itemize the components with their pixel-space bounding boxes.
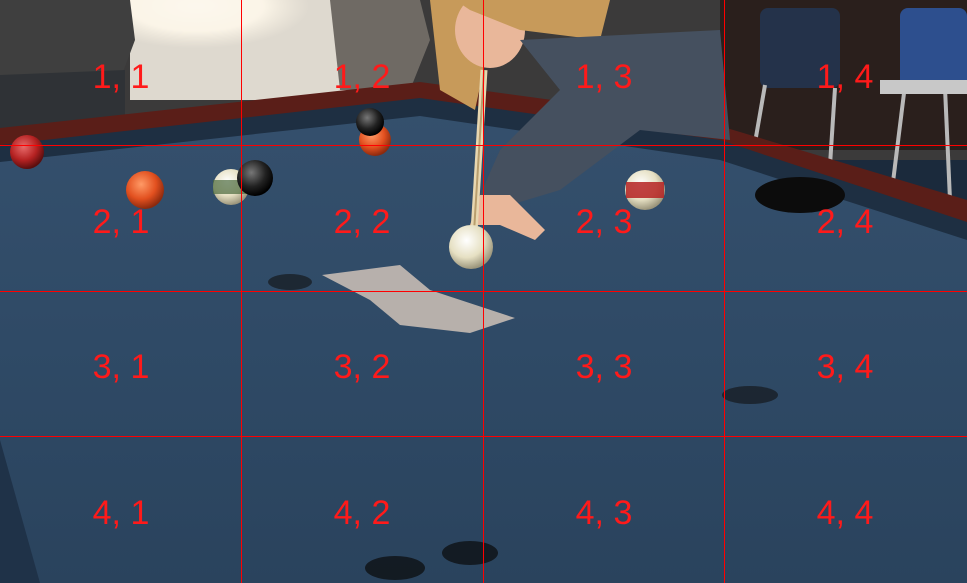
grid-line-horizontal <box>0 145 967 146</box>
cue-stick-shade <box>473 69 485 233</box>
grid-cell-label: 2, 1 <box>92 203 150 241</box>
grid-cell-label: 3, 4 <box>816 348 874 386</box>
corner-pocket <box>755 177 845 213</box>
grid-line-horizontal <box>0 436 967 437</box>
motion-blur-1 <box>268 274 312 290</box>
grid-cell-label: 3, 2 <box>333 348 391 386</box>
player <box>430 0 730 240</box>
grid-cell-label: 4, 1 <box>92 494 150 532</box>
grid-cell-label: 4, 3 <box>575 494 633 532</box>
grid-cell-label: 2, 2 <box>333 203 391 241</box>
bystander-middle <box>330 0 430 90</box>
grid-cell-label: 1, 3 <box>575 58 633 96</box>
grid-cell-label: 2, 3 <box>575 203 633 241</box>
grid-cell-label: 1, 2 <box>333 58 391 96</box>
player-sweater <box>480 30 730 205</box>
grid-line-horizontal <box>0 291 967 292</box>
cue-ball <box>449 225 493 269</box>
bystander-left-trousers <box>0 70 125 128</box>
red-ball-corner <box>10 135 44 169</box>
grid-cell-label: 3, 3 <box>575 348 633 386</box>
grid-cell-label: 2, 4 <box>816 203 874 241</box>
motion-blur-2 <box>722 386 778 404</box>
player-hand <box>470 195 545 240</box>
motion-blur-3 <box>365 556 425 580</box>
orange-ball <box>126 171 164 209</box>
black-ball <box>237 160 273 196</box>
grid-cell-label: 1, 1 <box>92 58 150 96</box>
table-left-rail <box>0 440 40 583</box>
grid-cell-label: 4, 2 <box>333 494 391 532</box>
grid-cell-label: 4, 4 <box>816 494 874 532</box>
grid-cell-label: 3, 1 <box>92 348 150 386</box>
black-ball-far <box>356 108 384 136</box>
chairs <box>750 8 967 201</box>
table-decal <box>322 265 515 333</box>
motion-blur-4 <box>442 541 498 565</box>
grid-cell-label: 1, 4 <box>816 58 874 96</box>
